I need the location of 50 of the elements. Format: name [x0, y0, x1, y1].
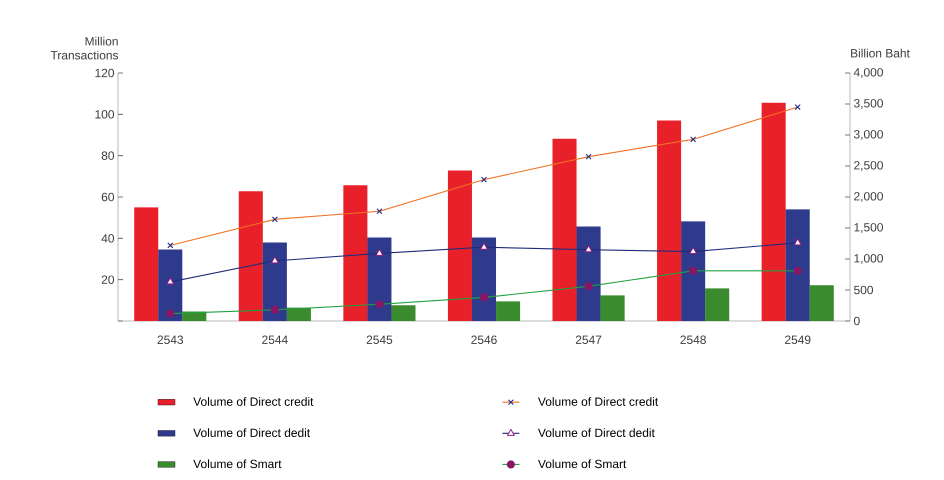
y-tick-label: 40: [101, 234, 114, 243]
x-tick-label: 2546: [471, 336, 497, 344]
x-tick-label: 2549: [785, 336, 810, 344]
bar: [762, 102, 786, 321]
y2-tick-label: 1,000: [854, 254, 883, 264]
bar: [158, 249, 182, 321]
bar: [681, 221, 706, 321]
bar: [705, 288, 730, 321]
x-tick-label: 2543: [158, 336, 184, 344]
bar: [448, 170, 472, 321]
bar: [576, 226, 601, 321]
legend-label: Volume of Direct dedit: [538, 428, 655, 438]
bar: [600, 295, 625, 321]
bar: [786, 209, 810, 321]
y2-tick-label: 3,500: [854, 99, 883, 109]
legend-label: Volume of Direct credit: [193, 397, 314, 406]
y-tick-label: 100: [95, 110, 114, 119]
y2-tick-label: 0: [854, 316, 860, 326]
bar: [496, 301, 520, 321]
y2-axis-title: Billion Baht: [851, 48, 910, 58]
bar: [657, 120, 682, 321]
y2-tick-label: 4,000: [854, 68, 883, 78]
x-tick-label: 2545: [366, 336, 392, 344]
y-tick-label: 20: [102, 275, 114, 284]
bar: [262, 242, 287, 321]
bar: [134, 207, 158, 321]
bar: [810, 285, 834, 321]
legend-label: Volume of Smart: [193, 459, 282, 468]
legend-label: Volume of Smart: [538, 459, 626, 468]
bar: [367, 238, 392, 321]
y2-tick-label: 2,000: [854, 192, 883, 202]
y2-tick-label: 500: [854, 286, 874, 294]
y2-tick-label: 1,500: [854, 223, 883, 233]
bar: [343, 185, 368, 321]
legend-label: Volume of Direct dedit: [193, 428, 310, 438]
x-tick-label: 2544: [262, 336, 288, 344]
y2-tick-label: 2,500: [854, 161, 883, 171]
x-tick-label: 2548: [680, 336, 706, 344]
y-tick-label: 120: [95, 68, 114, 78]
y-tick-label: 60: [102, 192, 114, 202]
y-axis-title: Million Transactions: [50, 36, 118, 60]
bar: [286, 308, 311, 321]
y-tick-label: 80: [102, 151, 114, 160]
bar: [472, 238, 496, 321]
legend-label: Volume of Direct credit: [538, 397, 658, 406]
bar: [238, 191, 263, 321]
bar: [552, 138, 577, 321]
bar: [391, 305, 416, 321]
x-tick-label: 2547: [576, 336, 602, 344]
y2-tick-label: 3,000: [854, 130, 883, 140]
